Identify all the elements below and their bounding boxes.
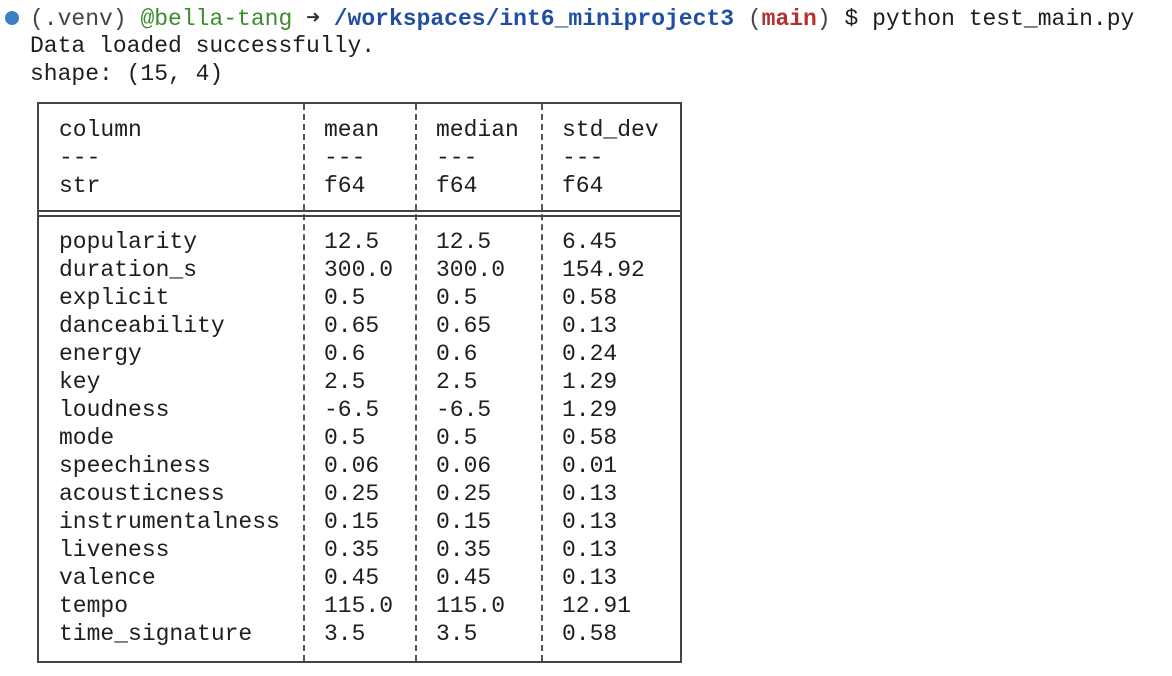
table-cell: 0.6 <box>324 341 366 367</box>
table-cell: instrumentalness <box>59 509 280 535</box>
status-dot <box>5 11 19 25</box>
table-cell: -6.5 <box>324 397 380 423</box>
header-cell: f64 <box>436 173 478 199</box>
table-cell: 1.29 <box>562 397 618 423</box>
header-cell: median <box>436 117 519 143</box>
table-cell: 0.06 <box>324 453 380 479</box>
table-cell: 0.25 <box>324 481 380 507</box>
branch-open: ( <box>747 6 762 32</box>
table-cell: explicit <box>59 285 170 311</box>
column-separator <box>415 104 417 661</box>
table-cell: 0.58 <box>562 425 618 451</box>
header-cell: mean <box>324 117 380 143</box>
venv: (.venv) <box>30 6 127 32</box>
table-cell: -6.5 <box>436 397 492 423</box>
table-cell: 0.35 <box>436 537 492 563</box>
table-cell: duration_s <box>59 257 198 283</box>
command: $ python test_main.py <box>844 6 1135 32</box>
table-cell: 3.5 <box>324 621 366 647</box>
output-line: shape: (15, 4) <box>30 61 224 87</box>
table-cell: 0.58 <box>562 285 618 311</box>
header-cell: f64 <box>562 173 604 199</box>
table-cell: 300.0 <box>436 257 506 283</box>
header-cell: column <box>59 117 142 143</box>
table-cell: 154.92 <box>562 257 645 283</box>
table-cell: tempo <box>59 593 129 619</box>
table-cell: 0.15 <box>436 509 492 535</box>
table-cell: 12.5 <box>436 229 492 255</box>
table-cell: 2.5 <box>324 369 366 395</box>
table-cell: 0.13 <box>562 481 618 507</box>
table-cell: energy <box>59 341 142 367</box>
branch-close: ) <box>816 6 831 32</box>
table-cell: 0.13 <box>562 537 618 563</box>
table-cell: 0.45 <box>324 565 380 591</box>
table-cell: time_signature <box>59 621 253 647</box>
table-cell: 0.65 <box>436 313 492 339</box>
header-cell: std_dev <box>562 117 659 143</box>
table-cell: 0.15 <box>324 509 380 535</box>
header-cell: str <box>59 173 101 199</box>
table-cell: popularity <box>59 229 198 255</box>
table-cell: speechiness <box>59 453 211 479</box>
header-cell: --- <box>324 145 366 171</box>
table-cell: 0.6 <box>436 341 478 367</box>
table-cell: 0.35 <box>324 537 380 563</box>
table-cell: mode <box>59 425 115 451</box>
table-cell: 3.5 <box>436 621 478 647</box>
table-cell: 0.01 <box>562 453 618 479</box>
table-cell: 0.24 <box>562 341 618 367</box>
header-cell: --- <box>562 145 604 171</box>
table-cell: loudness <box>59 397 170 423</box>
header-cell: --- <box>59 145 101 171</box>
table-cell: 1.29 <box>562 369 618 395</box>
table-cell: 0.5 <box>436 285 478 311</box>
header-cell: f64 <box>324 173 366 199</box>
table-cell: 0.5 <box>324 425 366 451</box>
header-rule <box>39 210 680 212</box>
table-cell: 115.0 <box>436 593 506 619</box>
table-cell: 0.45 <box>436 565 492 591</box>
prompt-line: (.venv) @bella-tang ➜ /workspaces/int6_m… <box>30 4 1134 32</box>
table-cell: danceability <box>59 313 225 339</box>
arrow: ➜ <box>306 5 320 31</box>
table-cell: key <box>59 369 101 395</box>
table-cell: 0.5 <box>324 285 366 311</box>
table-border <box>37 102 682 663</box>
table-cell: 115.0 <box>324 593 394 619</box>
table-cell: 12.91 <box>562 593 632 619</box>
table-cell: 0.25 <box>436 481 492 507</box>
table-cell: 0.58 <box>562 621 618 647</box>
user: @bella-tang <box>140 6 293 32</box>
table-cell: 300.0 <box>324 257 394 283</box>
path: /workspaces/int6_miniproject3 <box>333 6 735 32</box>
table-cell: 0.65 <box>324 313 380 339</box>
table-cell: 0.5 <box>436 425 478 451</box>
table-cell: 0.13 <box>562 313 618 339</box>
column-separator <box>541 104 543 661</box>
table-cell: liveness <box>59 537 170 563</box>
table-cell: valence <box>59 565 156 591</box>
table-cell: 0.13 <box>562 565 618 591</box>
column-separator <box>303 104 305 661</box>
table-cell: acousticness <box>59 481 225 507</box>
table-cell: 2.5 <box>436 369 478 395</box>
header-cell: --- <box>436 145 478 171</box>
table-cell: 0.13 <box>562 509 618 535</box>
header-rule <box>39 215 680 217</box>
output-line: Data loaded successfully. <box>30 33 376 59</box>
branch: main <box>761 6 817 32</box>
table-cell: 12.5 <box>324 229 380 255</box>
table-cell: 0.06 <box>436 453 492 479</box>
table-cell: 6.45 <box>562 229 618 255</box>
